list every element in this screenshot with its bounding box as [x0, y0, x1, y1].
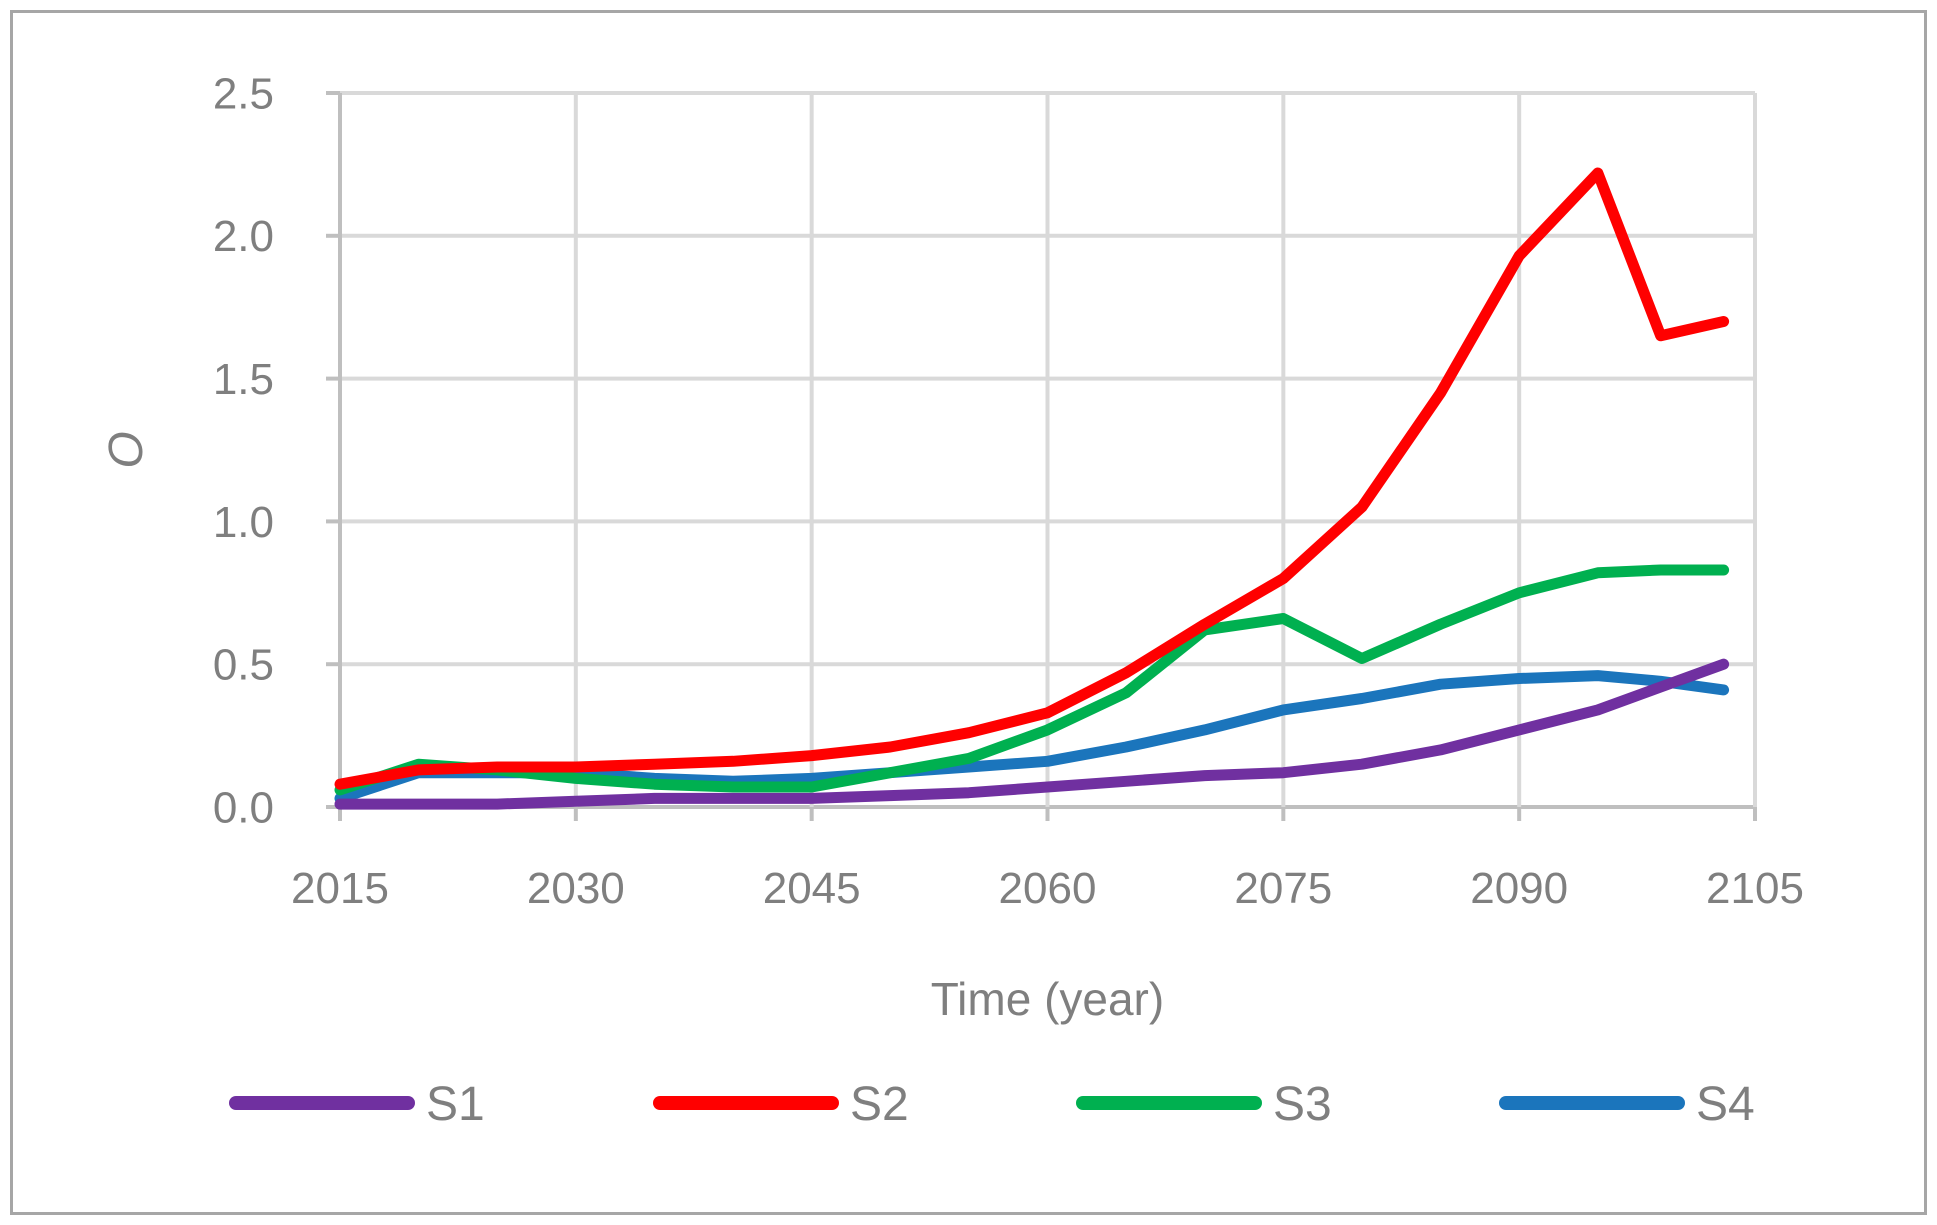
legend-label-s4: S4: [1696, 1078, 1755, 1131]
y-tick-label: 2.0: [213, 212, 274, 261]
x-tick-label: 2030: [527, 864, 625, 913]
y-tick-label: 1.0: [213, 498, 274, 547]
series-line-s2: [334, 167, 1730, 790]
y-tick-label: 0.0: [213, 783, 274, 832]
y-tick-label: 0.5: [213, 641, 274, 690]
y-axis-title: O: [100, 431, 153, 468]
legend-label-s3: S3: [1273, 1078, 1332, 1131]
x-axis-title: Time (year): [931, 973, 1164, 1025]
legend-label-s2: S2: [850, 1078, 909, 1131]
legend-item-s3: S3: [1076, 1078, 1332, 1131]
x-tick-label: 2015: [291, 864, 389, 913]
legend-item-s4: S4: [1499, 1078, 1755, 1131]
y-tick-label: 1.5: [213, 355, 274, 404]
x-tick-label: 2060: [999, 864, 1097, 913]
series-line-s4: [334, 670, 1730, 804]
x-tick-label: 2045: [763, 864, 861, 913]
legend-item-s2: S2: [653, 1078, 909, 1131]
x-tick-label: 2105: [1706, 864, 1804, 913]
x-tick-label: 2075: [1234, 864, 1332, 913]
series-line-s3: [334, 564, 1730, 796]
series-line-s1: [334, 658, 1730, 810]
y-tick-label: 2.5: [213, 69, 274, 118]
legend-item-s1: S1: [229, 1078, 485, 1131]
x-tick-label: 2090: [1470, 864, 1568, 913]
legend-label-s1: S1: [426, 1078, 485, 1131]
